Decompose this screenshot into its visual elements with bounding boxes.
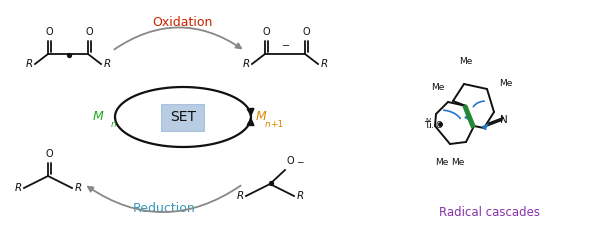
Text: O: O (46, 149, 54, 159)
Text: R: R (75, 183, 82, 193)
Text: ...: ... (427, 123, 434, 129)
Text: n: n (265, 120, 271, 129)
Text: R: R (15, 183, 22, 193)
Text: +1: +1 (270, 120, 284, 129)
FancyBboxPatch shape (161, 103, 205, 131)
Text: R: R (243, 59, 250, 69)
Text: −: − (282, 41, 290, 51)
Text: O: O (262, 27, 270, 37)
Text: R: R (26, 59, 33, 69)
Text: Radical cascades: Radical cascades (439, 205, 541, 219)
Text: Reduction: Reduction (132, 202, 196, 216)
Text: O: O (436, 121, 443, 131)
Text: R: R (104, 59, 111, 69)
Text: M: M (92, 110, 103, 124)
Text: N: N (500, 115, 507, 125)
Text: M: M (256, 110, 267, 124)
Text: Oxidation: Oxidation (152, 17, 212, 29)
Text: Me: Me (431, 83, 445, 92)
Text: IV: IV (426, 118, 432, 123)
Text: n: n (111, 120, 117, 129)
Text: SET: SET (170, 110, 196, 124)
Text: Me: Me (435, 158, 448, 167)
Text: R: R (237, 191, 244, 201)
Text: Me: Me (459, 57, 473, 66)
Text: O: O (85, 27, 93, 37)
Text: O: O (303, 27, 310, 37)
Text: Ti: Ti (424, 121, 432, 131)
FancyArrowPatch shape (88, 186, 241, 212)
Text: R: R (321, 59, 328, 69)
Text: Me: Me (499, 78, 512, 88)
Text: O: O (46, 27, 54, 37)
Text: Me: Me (452, 158, 465, 167)
FancyArrowPatch shape (114, 27, 241, 49)
Text: −: − (296, 157, 303, 167)
Text: R: R (297, 191, 304, 201)
Text: O: O (286, 156, 294, 166)
